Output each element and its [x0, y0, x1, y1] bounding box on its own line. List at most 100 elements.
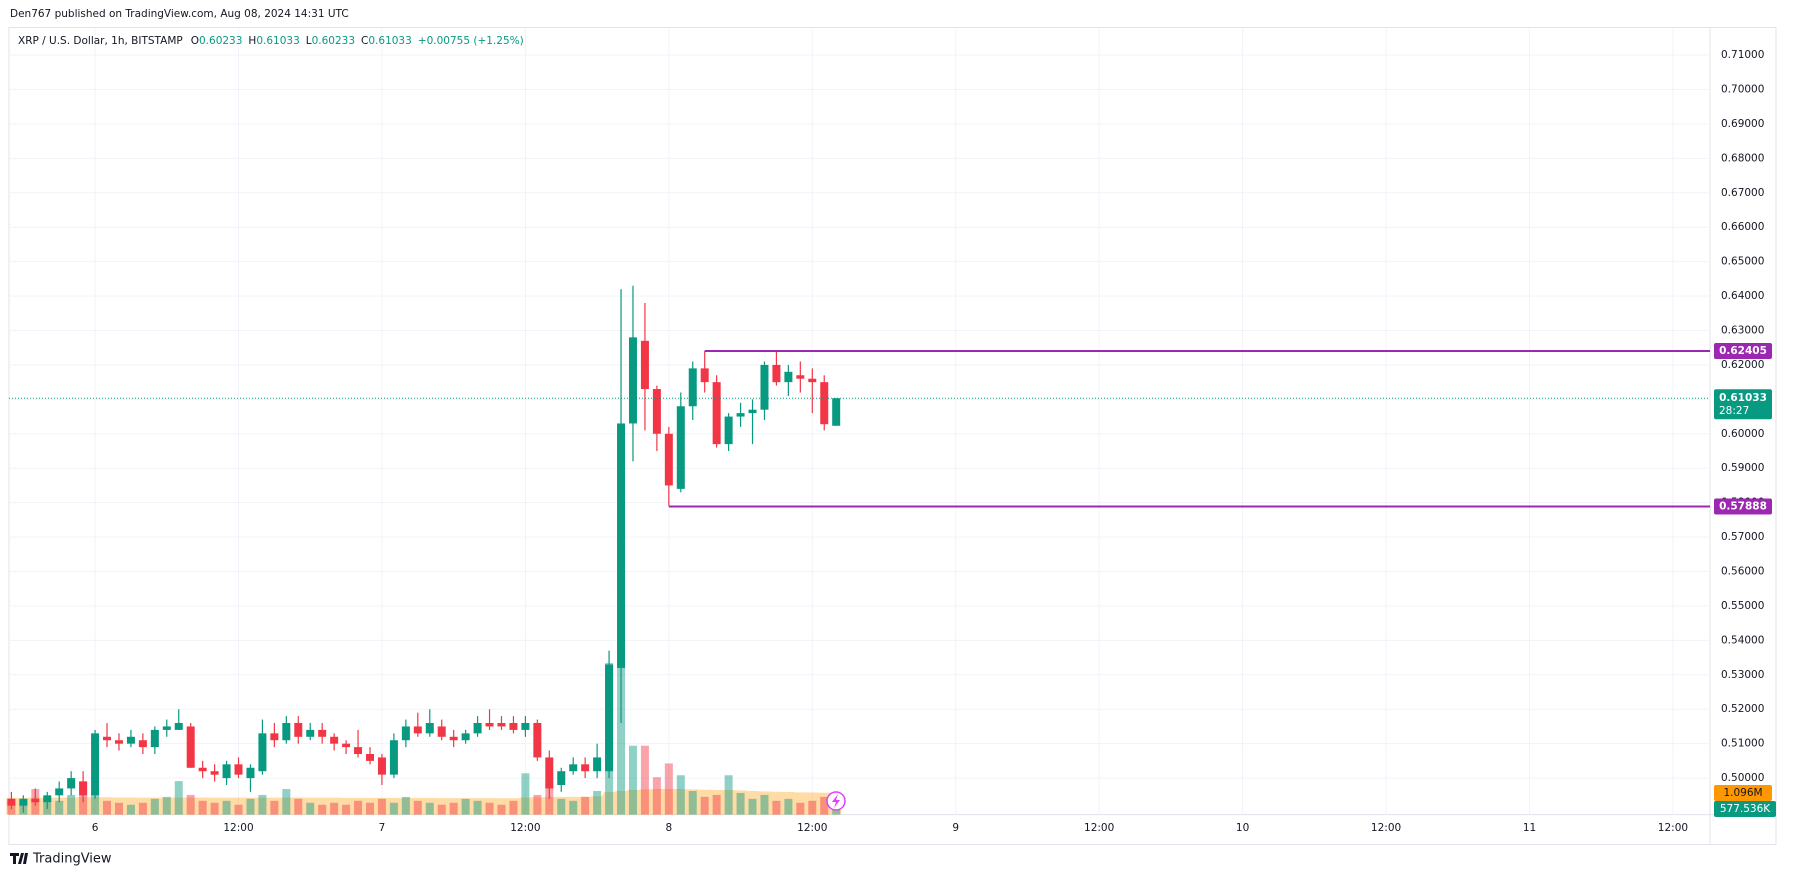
candle-body [43, 795, 52, 803]
volume-bar [270, 800, 279, 815]
volume-bar [318, 804, 327, 815]
volume-bar [820, 796, 829, 815]
volume-bar [545, 783, 554, 815]
volume-bar [652, 777, 661, 815]
candle-body [198, 767, 207, 772]
volume-ma-area [6, 789, 842, 815]
volume-bar [724, 775, 733, 815]
volume-bar [712, 794, 721, 815]
y-tick-label: 0.65000 [1721, 256, 1764, 268]
candle-body [605, 664, 614, 772]
volume-bar [55, 800, 64, 815]
volume-bar [796, 802, 805, 815]
x-tick-label: 6 [92, 822, 99, 834]
candle-body [55, 788, 64, 796]
candle-body [557, 771, 566, 785]
volume-bar [700, 796, 709, 815]
volume-bar [760, 794, 769, 815]
y-tick-label: 0.70000 [1721, 83, 1764, 95]
volume-bar [449, 802, 458, 815]
legend-key: L [306, 35, 312, 47]
volume-bar [210, 802, 219, 815]
symbol: XRP / U.S. Dollar, 1h, BITSTAMP [18, 35, 183, 47]
volume-bar [401, 796, 410, 815]
y-tick-label: 0.66000 [1721, 221, 1764, 233]
volume-bar [688, 790, 697, 815]
candle-body [640, 340, 649, 390]
candle-body [700, 368, 709, 383]
y-tick-label: 0.55000 [1721, 600, 1764, 612]
candle-body [79, 781, 88, 796]
y-tick-label: 0.53000 [1721, 669, 1764, 681]
current-price-label: 0.61033 [1719, 392, 1767, 404]
y-tick-label: 0.68000 [1721, 152, 1764, 164]
chart-frame [8, 27, 1777, 845]
volume-bar [114, 802, 123, 815]
volume-bar [198, 800, 207, 815]
volume-bar [186, 794, 195, 815]
candle-body [103, 736, 112, 741]
legend-change: +0.00755 (+1.25%) [418, 35, 524, 47]
volume-bar [174, 781, 183, 815]
volume-bar [150, 798, 159, 815]
candle-body [545, 757, 554, 789]
candle-body [521, 723, 530, 730]
x-tick-label: 11 [1523, 822, 1536, 834]
candle-body [461, 733, 470, 741]
y-tick-label: 0.69000 [1721, 118, 1764, 130]
volume-bar [581, 796, 590, 815]
x-tick-label: 12:00 [223, 822, 253, 834]
candle-body [7, 798, 16, 806]
x-tick-label: 12:00 [1658, 822, 1688, 834]
candle-body [652, 389, 661, 434]
candle-body [628, 337, 637, 424]
volume-bar [808, 800, 817, 815]
y-tick-label: 0.60000 [1721, 428, 1764, 440]
volume-bar [497, 804, 506, 815]
candle-body [425, 723, 434, 734]
candle-body [688, 368, 697, 407]
candle-body [581, 764, 590, 772]
y-tick-label: 0.52000 [1721, 703, 1764, 715]
volume-bar [91, 792, 100, 815]
y-tick-label: 0.59000 [1721, 462, 1764, 474]
candle-body [234, 764, 243, 775]
volume-bar [138, 802, 147, 815]
volume-bar [593, 790, 602, 815]
volume-bar [485, 802, 494, 815]
volume-bar [772, 800, 781, 815]
legend-close: 0.61033 [368, 35, 411, 47]
volume-bar [628, 745, 637, 815]
candle-body [820, 382, 829, 425]
candle-body [318, 729, 327, 737]
candle-body [760, 364, 769, 410]
plot [6, 285, 1710, 815]
candle-body [796, 375, 805, 379]
legend-high: 0.61033 [256, 35, 299, 47]
y-tick-label: 0.71000 [1721, 49, 1764, 61]
legend-low: 0.60233 [312, 35, 355, 47]
volume-ma-label: 1.096M [1723, 787, 1762, 799]
y-tick-label: 0.51000 [1721, 738, 1764, 750]
volume-bar [306, 802, 315, 815]
candle-body [174, 723, 183, 730]
volume-bar [676, 775, 685, 815]
x-tick-label: 12:00 [797, 822, 827, 834]
volume-bar [425, 802, 434, 815]
countdown: 28:27 [1719, 405, 1749, 417]
volume-bar [557, 798, 566, 815]
candle-body [772, 364, 781, 383]
candle-body [138, 740, 147, 748]
x-tick-label: 12:00 [1084, 822, 1114, 834]
candle-body [712, 382, 721, 445]
candle-body [67, 778, 76, 789]
candle-body [401, 726, 410, 741]
candle-body [270, 733, 279, 741]
x-tick-label: 12:00 [510, 822, 540, 834]
legend-open: 0.60233 [199, 35, 242, 47]
volume-bar [389, 802, 398, 815]
y-tick-label: 0.50000 [1721, 772, 1764, 784]
volume-bar [365, 802, 374, 815]
candle-body [509, 723, 518, 730]
footer-brand: TradingView [32, 852, 112, 867]
